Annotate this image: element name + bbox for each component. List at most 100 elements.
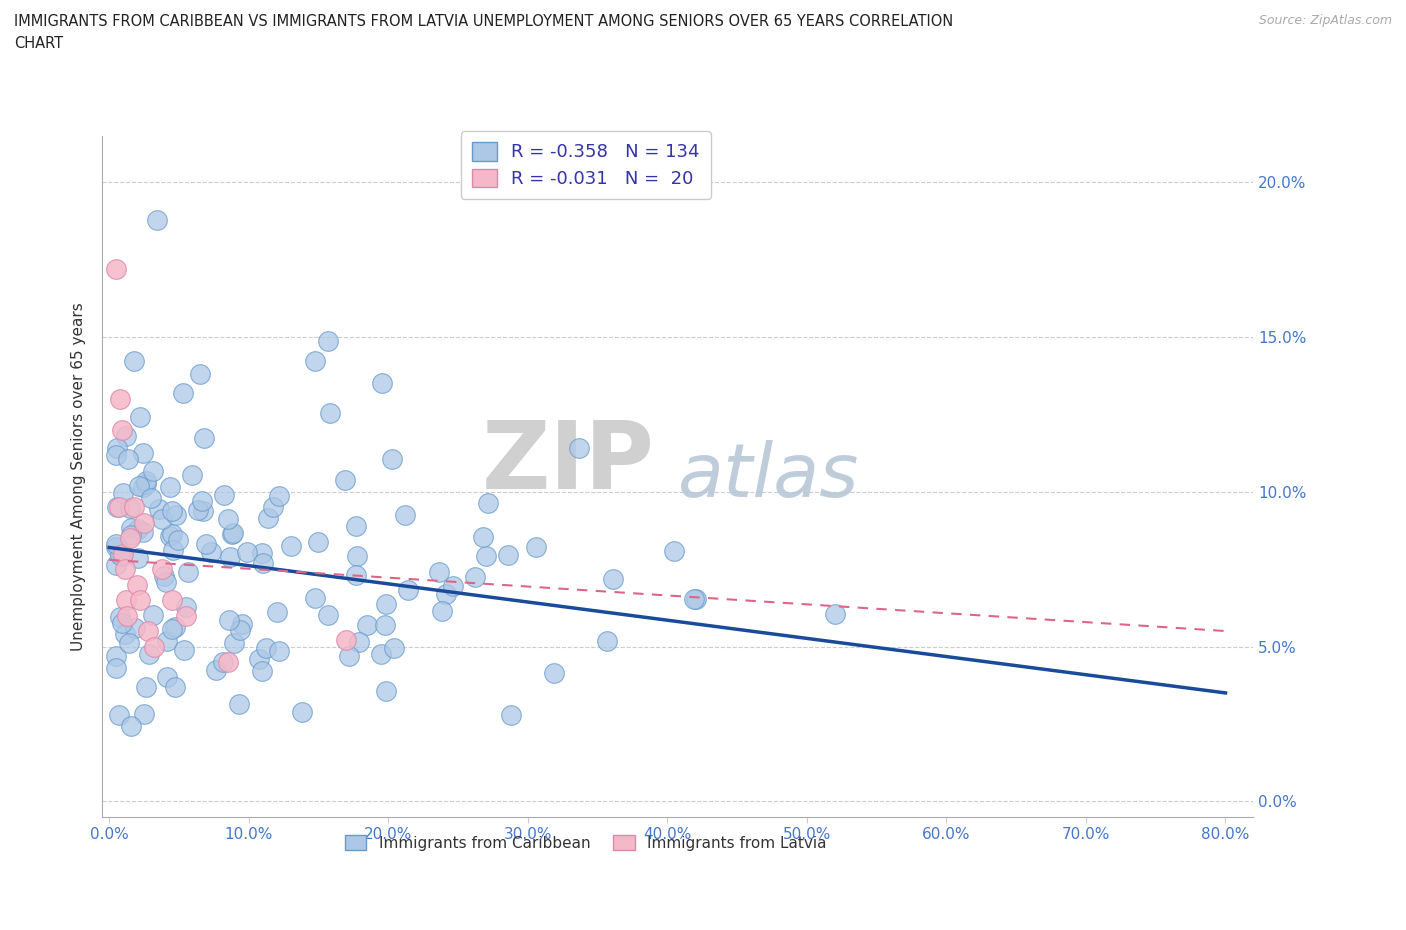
Point <box>135 473 157 488</box>
Point <box>222 635 245 650</box>
Point <box>374 618 396 632</box>
Point <box>568 440 591 455</box>
Point <box>496 548 519 563</box>
Point <box>337 648 360 663</box>
Point <box>135 477 157 492</box>
Point <box>212 487 235 502</box>
Point <box>662 544 685 559</box>
Point <box>110 609 132 624</box>
Point <box>159 528 181 543</box>
Point <box>117 451 139 466</box>
Point <box>200 545 222 560</box>
Point <box>374 597 396 612</box>
Point <box>434 587 457 602</box>
Point <box>153 568 176 583</box>
Point <box>430 604 453 618</box>
Point <box>218 612 240 627</box>
Point <box>105 648 128 663</box>
Point <box>105 539 128 554</box>
Point <box>172 385 194 400</box>
Point <box>228 697 250 711</box>
Point <box>177 565 200 579</box>
Point <box>111 485 134 500</box>
Point <box>118 501 141 516</box>
Point <box>501 708 523 723</box>
Point <box>124 620 146 635</box>
Point <box>138 646 160 661</box>
Point <box>180 468 202 483</box>
Point <box>250 663 273 678</box>
Point <box>132 445 155 460</box>
Point <box>155 575 177 590</box>
Point <box>307 534 329 549</box>
Point <box>111 422 134 437</box>
Point <box>167 533 190 548</box>
Point <box>316 333 339 348</box>
Point <box>162 504 184 519</box>
Point <box>333 472 356 487</box>
Point <box>146 213 169 228</box>
Point <box>124 499 146 514</box>
Point <box>347 635 370 650</box>
Point <box>165 620 187 635</box>
Point <box>162 543 184 558</box>
Text: Source: ZipAtlas.com: Source: ZipAtlas.com <box>1258 14 1392 27</box>
Point <box>464 570 486 585</box>
Point <box>165 680 187 695</box>
Point <box>132 707 155 722</box>
Point <box>195 537 218 551</box>
Point <box>335 633 357 648</box>
Point <box>108 708 131 723</box>
Point <box>262 499 284 514</box>
Point <box>128 478 150 493</box>
Point <box>596 633 619 648</box>
Point <box>356 618 378 632</box>
Text: ZIP: ZIP <box>482 417 655 509</box>
Point <box>141 607 163 622</box>
Point <box>219 550 242 565</box>
Point <box>160 526 183 541</box>
Point <box>396 582 419 597</box>
Point <box>371 376 394 391</box>
Point <box>187 502 209 517</box>
Point <box>427 565 450 579</box>
Point <box>475 549 498 564</box>
Point <box>160 592 183 607</box>
Point <box>344 518 367 533</box>
Point <box>374 684 396 698</box>
Point <box>105 447 128 462</box>
Point <box>120 528 142 543</box>
Point <box>135 679 157 694</box>
Point <box>112 546 135 561</box>
Point <box>543 666 565 681</box>
Point <box>105 660 128 675</box>
Point <box>114 562 136 577</box>
Point <box>236 545 259 560</box>
Point <box>115 429 138 444</box>
Point <box>120 531 142 546</box>
Point <box>205 662 228 677</box>
Point <box>141 491 163 506</box>
Point <box>217 655 239 670</box>
Point <box>111 616 134 631</box>
Point <box>304 353 326 368</box>
Point <box>602 572 624 587</box>
Point <box>173 643 195 658</box>
Point <box>120 718 142 733</box>
Point <box>346 549 368 564</box>
Point <box>280 538 302 553</box>
Point <box>132 525 155 539</box>
Point <box>384 641 406 656</box>
Point <box>231 617 253 631</box>
Point <box>394 508 416 523</box>
Point <box>136 624 159 639</box>
Point <box>269 488 291 503</box>
Point <box>111 549 134 564</box>
Point <box>128 592 150 607</box>
Point <box>229 623 252 638</box>
Point <box>250 545 273 560</box>
Point <box>110 392 132 406</box>
Point <box>266 604 288 619</box>
Point <box>304 590 326 604</box>
Point <box>174 608 197 623</box>
